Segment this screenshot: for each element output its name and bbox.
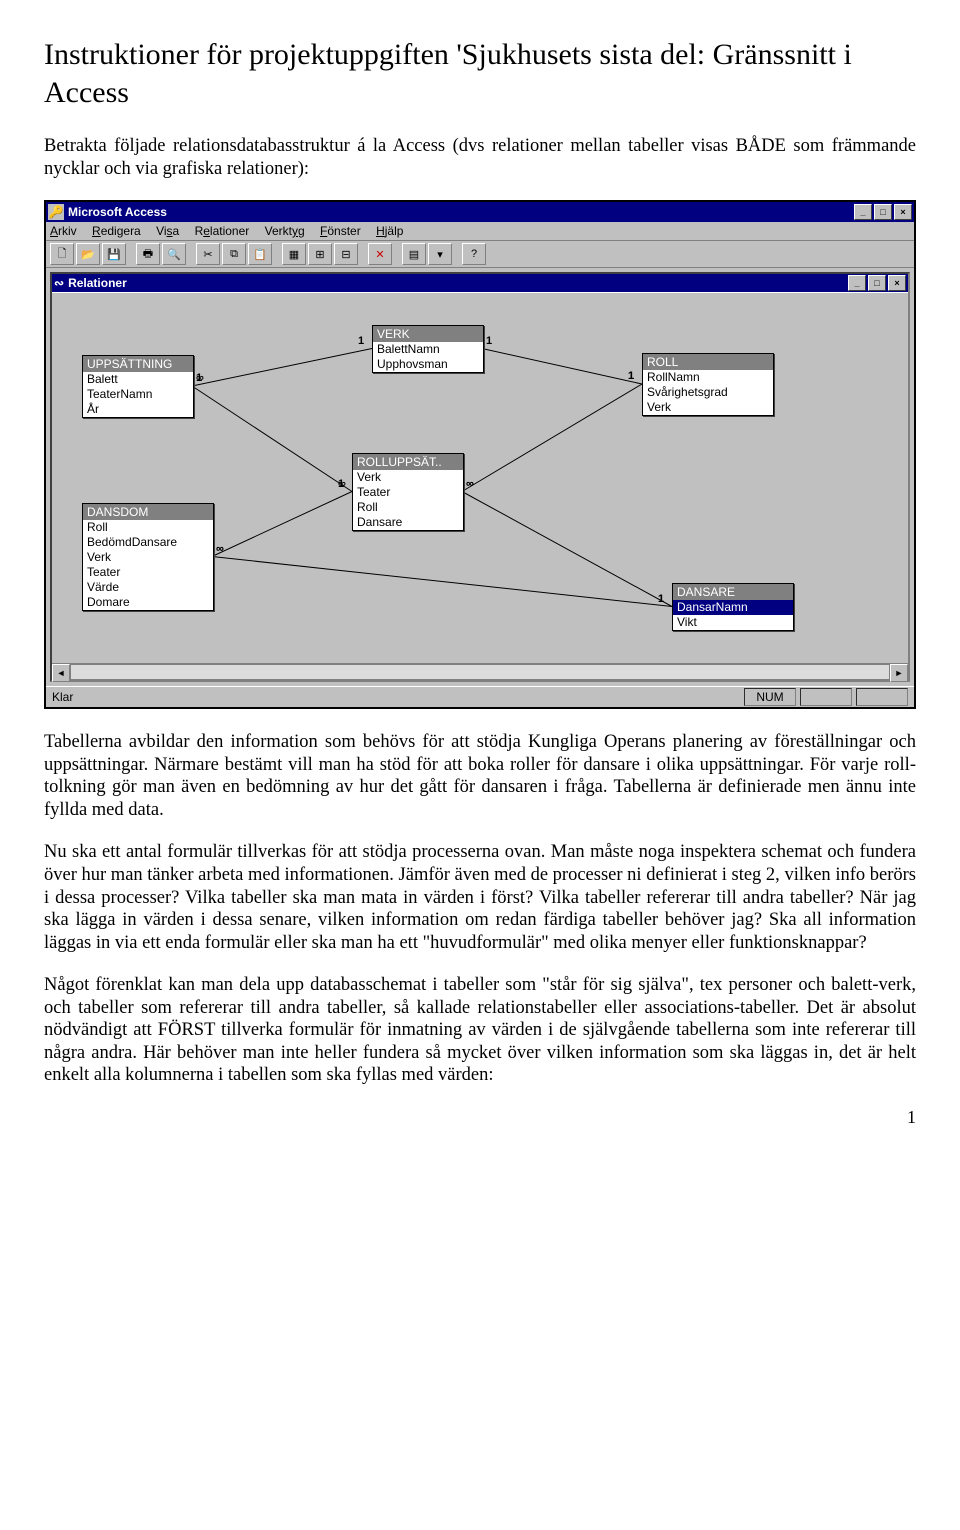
cardinality-label: 1 [338, 478, 344, 490]
toolbar-adddirect-icon[interactable]: ⊞ [308, 243, 332, 265]
scroll-left-icon[interactable]: ◄ [52, 664, 70, 682]
paragraph-2: Nu ska ett antal formulär tillverkas för… [44, 841, 916, 954]
toolbar-print-icon[interactable]: 🖶 [136, 243, 160, 265]
status-empty2 [856, 688, 908, 706]
table-field[interactable]: Vikt [673, 615, 793, 630]
toolbar-help-icon[interactable]: ? [462, 243, 486, 265]
maximize-button[interactable]: □ [874, 204, 892, 220]
relations-icon: ∾ [54, 276, 64, 290]
cardinality-label: 1 [358, 335, 364, 347]
toolbar-copy-icon[interactable]: ⧉ [222, 243, 246, 265]
table-roll[interactable]: ROLLRollNamnSvårighetsgradVerk [642, 353, 774, 416]
table-header: ROLL [643, 354, 773, 370]
menu-hjalp[interactable]: Hjälp [376, 224, 403, 238]
access-key-icon: 🔑 [48, 204, 64, 220]
table-field[interactable]: BedömdDansare [83, 535, 213, 550]
table-field[interactable]: Domare [83, 595, 213, 610]
table-field[interactable]: Teater [83, 565, 213, 580]
toolbar-new-icon[interactable]: 🗋 [50, 243, 74, 265]
table-field[interactable]: År [83, 402, 193, 417]
relations-title-text: Relationer [68, 276, 127, 290]
status-num: NUM [744, 688, 796, 706]
intro-paragraph: Betrakta följade relationsdatabasstruktu… [44, 135, 916, 180]
menu-redigera[interactable]: Redigera [92, 224, 141, 238]
toolbar-showall-icon[interactable]: ⊟ [334, 243, 358, 265]
table-field[interactable]: RollNamn [643, 370, 773, 385]
table-field[interactable]: Värde [83, 580, 213, 595]
toolbar-open-icon[interactable]: 📂 [76, 243, 100, 265]
table-dansare[interactable]: DANSAREDansarNamnVikt [672, 583, 794, 631]
table-field[interactable]: DansarNamn [673, 600, 793, 615]
menu-verktyg[interactable]: Verktyg [265, 224, 305, 238]
table-field[interactable]: Verk [643, 400, 773, 415]
menu-relationer[interactable]: Relationer [195, 224, 250, 238]
table-field[interactable]: Dansare [353, 515, 463, 530]
relations-window: ∾ Relationer _ □ × UPPSÄTTNINGBalettTeat… [50, 272, 910, 682]
toolbar-cut-icon[interactable]: ✂ [196, 243, 220, 265]
cardinality-label: 1 [628, 370, 634, 382]
table-uppsattning[interactable]: UPPSÄTTNINGBalettTeaterNamnÅr [82, 355, 194, 418]
relations-maximize-button[interactable]: □ [868, 275, 886, 291]
scroll-right-icon[interactable]: ► [890, 664, 908, 682]
relations-minimize-button[interactable]: _ [848, 275, 866, 291]
table-verk[interactable]: VERKBalettNamnUpphovsman [372, 325, 484, 373]
relations-canvas[interactable]: UPPSÄTTNINGBalettTeaterNamnÅr VERKBalettN… [52, 292, 908, 663]
table-field[interactable]: Upphovsman [373, 357, 483, 372]
toolbar-save-icon[interactable]: 💾 [102, 243, 126, 265]
table-field[interactable]: Svårighetsgrad [643, 385, 773, 400]
cardinality-label: 1 [196, 372, 202, 384]
table-field[interactable]: Verk [83, 550, 213, 565]
table-rolluppsat[interactable]: ROLLUPPSÄT..VerkTeaterRollDansare [352, 453, 464, 531]
table-field[interactable]: Roll [353, 500, 463, 515]
menu-fonster[interactable]: Fönster [320, 224, 361, 238]
cardinality-label: 1 [486, 335, 492, 347]
paragraph-3: Något förenklat kan man dela upp databas… [44, 974, 916, 1087]
paragraph-1: Tabellerna avbildar den information som … [44, 731, 916, 821]
table-field[interactable]: TeaterNamn [83, 387, 193, 402]
minimize-button[interactable]: _ [854, 204, 872, 220]
access-window: 🔑 Microsoft Access _ □ × Arkiv Redigera … [44, 200, 916, 709]
toolbar-database-icon[interactable]: ▤ [402, 243, 426, 265]
cardinality-label: 1 [658, 593, 664, 605]
statusbar: Klar NUM [46, 686, 914, 707]
table-header: UPPSÄTTNING [83, 356, 193, 372]
horizontal-scrollbar[interactable]: ◄ ► [52, 663, 908, 680]
table-header: VERK [373, 326, 483, 342]
menubar: Arkiv Redigera Visa Relationer Verktyg F… [46, 222, 914, 241]
relations-titlebar: ∾ Relationer _ □ × [52, 274, 908, 292]
cardinality-label: ∞ [466, 478, 474, 490]
page-title: Instruktioner för projektuppgiften 'Sjuk… [44, 36, 916, 111]
table-field[interactable]: Roll [83, 520, 213, 535]
toolbar-paste-icon[interactable]: 📋 [248, 243, 272, 265]
status-empty1 [800, 688, 852, 706]
page-number: 1 [44, 1107, 916, 1128]
table-field[interactable]: Balett [83, 372, 193, 387]
table-header: ROLLUPPSÄT.. [353, 454, 463, 470]
menu-arkiv[interactable]: Arkiv [50, 224, 77, 238]
table-header: DANSDOM [83, 504, 213, 520]
toolbar-delete-icon[interactable]: ✕ [368, 243, 392, 265]
close-button[interactable]: × [894, 204, 912, 220]
status-text: Klar [52, 690, 73, 704]
relations-close-button[interactable]: × [888, 275, 906, 291]
toolbar-preview-icon[interactable]: 🔍 [162, 243, 186, 265]
cardinality-label: ∞ [216, 543, 224, 555]
table-dansdom[interactable]: DANSDOMRollBedömdDansareVerkTeaterVärdeD… [82, 503, 214, 611]
toolbar-showtable-icon[interactable]: ▦ [282, 243, 306, 265]
access-title-text: Microsoft Access [68, 205, 167, 219]
table-field[interactable]: Verk [353, 470, 463, 485]
menu-visa[interactable]: Visa [156, 224, 179, 238]
table-field[interactable]: BalettNamn [373, 342, 483, 357]
toolbar: 🗋 📂 💾 🖶 🔍 ✂ ⧉ 📋 ▦ ⊞ ⊟ ✕ ▤ ▾ ? [46, 241, 914, 268]
access-titlebar: 🔑 Microsoft Access _ □ × [46, 202, 914, 222]
table-header: DANSARE [673, 584, 793, 600]
toolbar-newobj-icon[interactable]: ▾ [428, 243, 452, 265]
table-field[interactable]: Teater [353, 485, 463, 500]
